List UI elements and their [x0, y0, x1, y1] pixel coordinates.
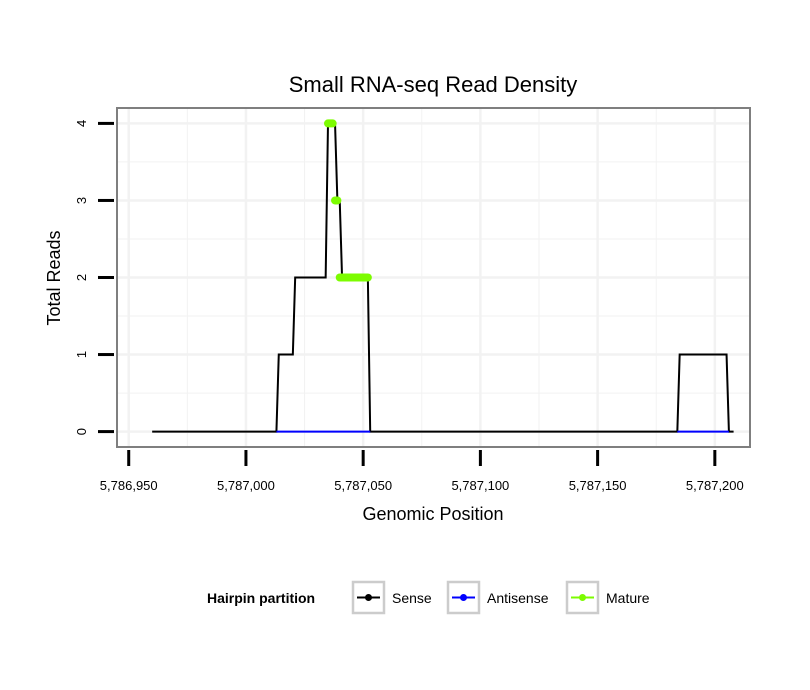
y-tick-label: 4 [74, 120, 89, 127]
x-tick-label: 5,787,100 [451, 478, 509, 493]
series-layer [152, 119, 734, 433]
x-axis: 5,786,950 5,787,000 5,787,050 5,787,100 5,78… [100, 450, 744, 493]
legend-label-antisense: Antisense [487, 590, 549, 606]
legend-key-point-mature [579, 594, 586, 601]
y-tick-label: 1 [74, 351, 89, 358]
y-tick-label: 3 [74, 197, 89, 204]
y-axis-title: Total Reads [44, 230, 64, 325]
legend-item-antisense: Antisense [446, 580, 549, 615]
x-tick-label: 5,787,000 [217, 478, 275, 493]
y-tick-label: 0 [74, 428, 89, 435]
x-axis-title: Genomic Position [362, 504, 503, 524]
legend-item-sense: Sense [351, 580, 432, 615]
x-tick-label: 5,786,950 [100, 478, 158, 493]
legend: Hairpin partition Sense Antisense Mature [207, 580, 650, 615]
grid-layer [117, 108, 750, 447]
legend-title: Hairpin partition [207, 590, 315, 606]
y-tick-label: 2 [74, 274, 89, 281]
x-tick-label: 5,787,150 [569, 478, 627, 493]
y-axis: 0 1 2 3 4 [74, 120, 114, 435]
legend-key-point-antisense [460, 594, 467, 601]
legend-key-point-sense [365, 594, 372, 601]
legend-item-mature: Mature [565, 580, 650, 615]
legend-label-mature: Mature [606, 590, 650, 606]
plot-panel-border [116, 107, 751, 448]
x-tick-label: 5,787,200 [686, 478, 744, 493]
x-tick-label: 5,787,050 [334, 478, 392, 493]
chart-title: Small RNA-seq Read Density [289, 72, 578, 97]
legend-label-sense: Sense [392, 590, 432, 606]
